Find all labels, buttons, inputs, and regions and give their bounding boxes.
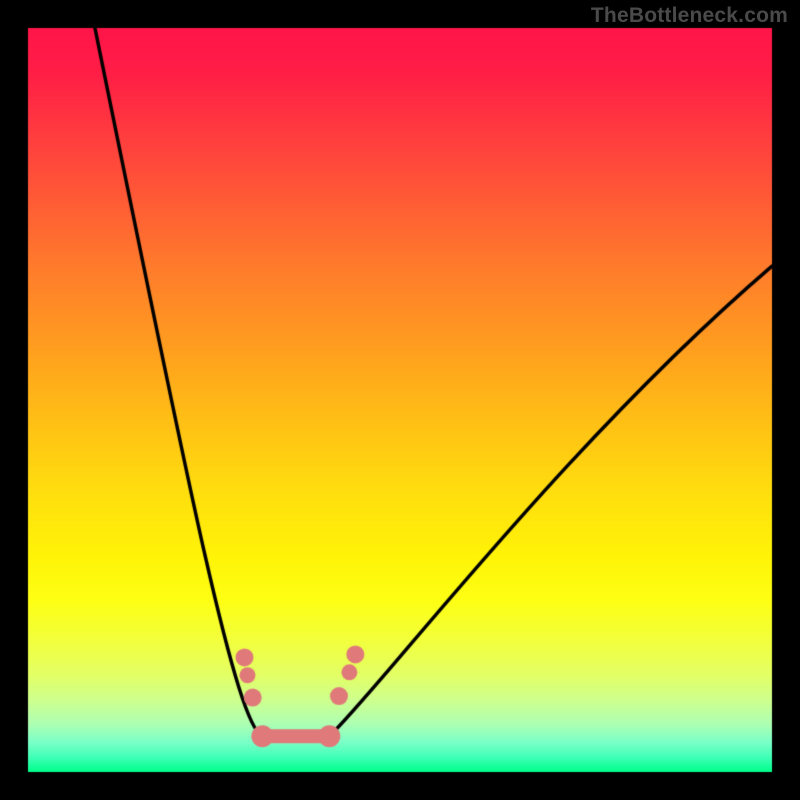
chart-root: TheBottleneck.com [0,0,800,800]
bottleneck-curve [0,0,800,800]
watermark-text: TheBottleneck.com [591,4,788,28]
